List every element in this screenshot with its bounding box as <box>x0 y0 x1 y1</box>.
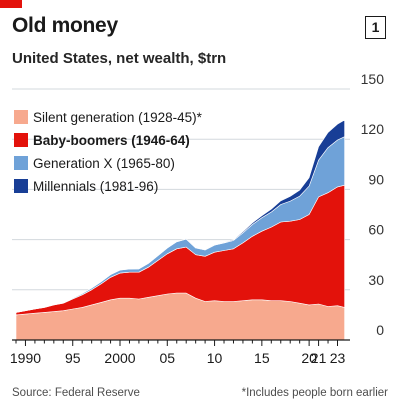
x-tick-label: 23 <box>330 350 346 366</box>
legend-swatch-2 <box>14 156 28 170</box>
y-tick-label: 90 <box>368 171 384 187</box>
chart-title: Old money <box>12 14 118 37</box>
x-tick-label: 15 <box>254 350 270 366</box>
y-tick-label: 30 <box>368 272 384 288</box>
area-series-3 <box>15 119 345 313</box>
x-tick-label: 95 <box>65 350 81 366</box>
x-tick-label: 1990 <box>10 350 41 366</box>
y-tick-label: 60 <box>368 222 384 238</box>
stacked-areas <box>15 119 345 341</box>
x-tick-label: 05 <box>160 350 176 366</box>
legend-label-2: Generation X (1965-80) <box>33 156 175 171</box>
y-tick-label: 0 <box>376 322 384 338</box>
x-tick-label: 20 <box>301 350 317 366</box>
legend-swatch-1 <box>14 133 28 147</box>
x-tick-label: 2000 <box>104 350 135 366</box>
chart-subtitle: United States, net wealth, $trn <box>12 50 227 67</box>
y-tick-label: 150 <box>361 71 385 87</box>
legend-swatch-3 <box>14 179 28 193</box>
x-tick-label: 21 <box>311 350 327 366</box>
y-tick-label: 120 <box>361 121 385 137</box>
x-tick-label: 10 <box>207 350 223 366</box>
footnote: *Includes people born earlier <box>241 387 388 399</box>
brand-tag <box>0 0 22 8</box>
legend-label-1: Baby-boomers (1946-64) <box>33 133 190 148</box>
legend-label-0: Silent generation (1928-45)* <box>33 110 203 125</box>
source-note: Source: Federal Reserve <box>12 387 140 399</box>
legend: Silent generation (1928-45)* Baby-boomers… <box>14 110 203 194</box>
chart-number-badge: 1 <box>365 16 386 39</box>
legend-swatch-0 <box>14 110 28 124</box>
legend-label-3: Millennials (1981-96) <box>33 179 158 194</box>
